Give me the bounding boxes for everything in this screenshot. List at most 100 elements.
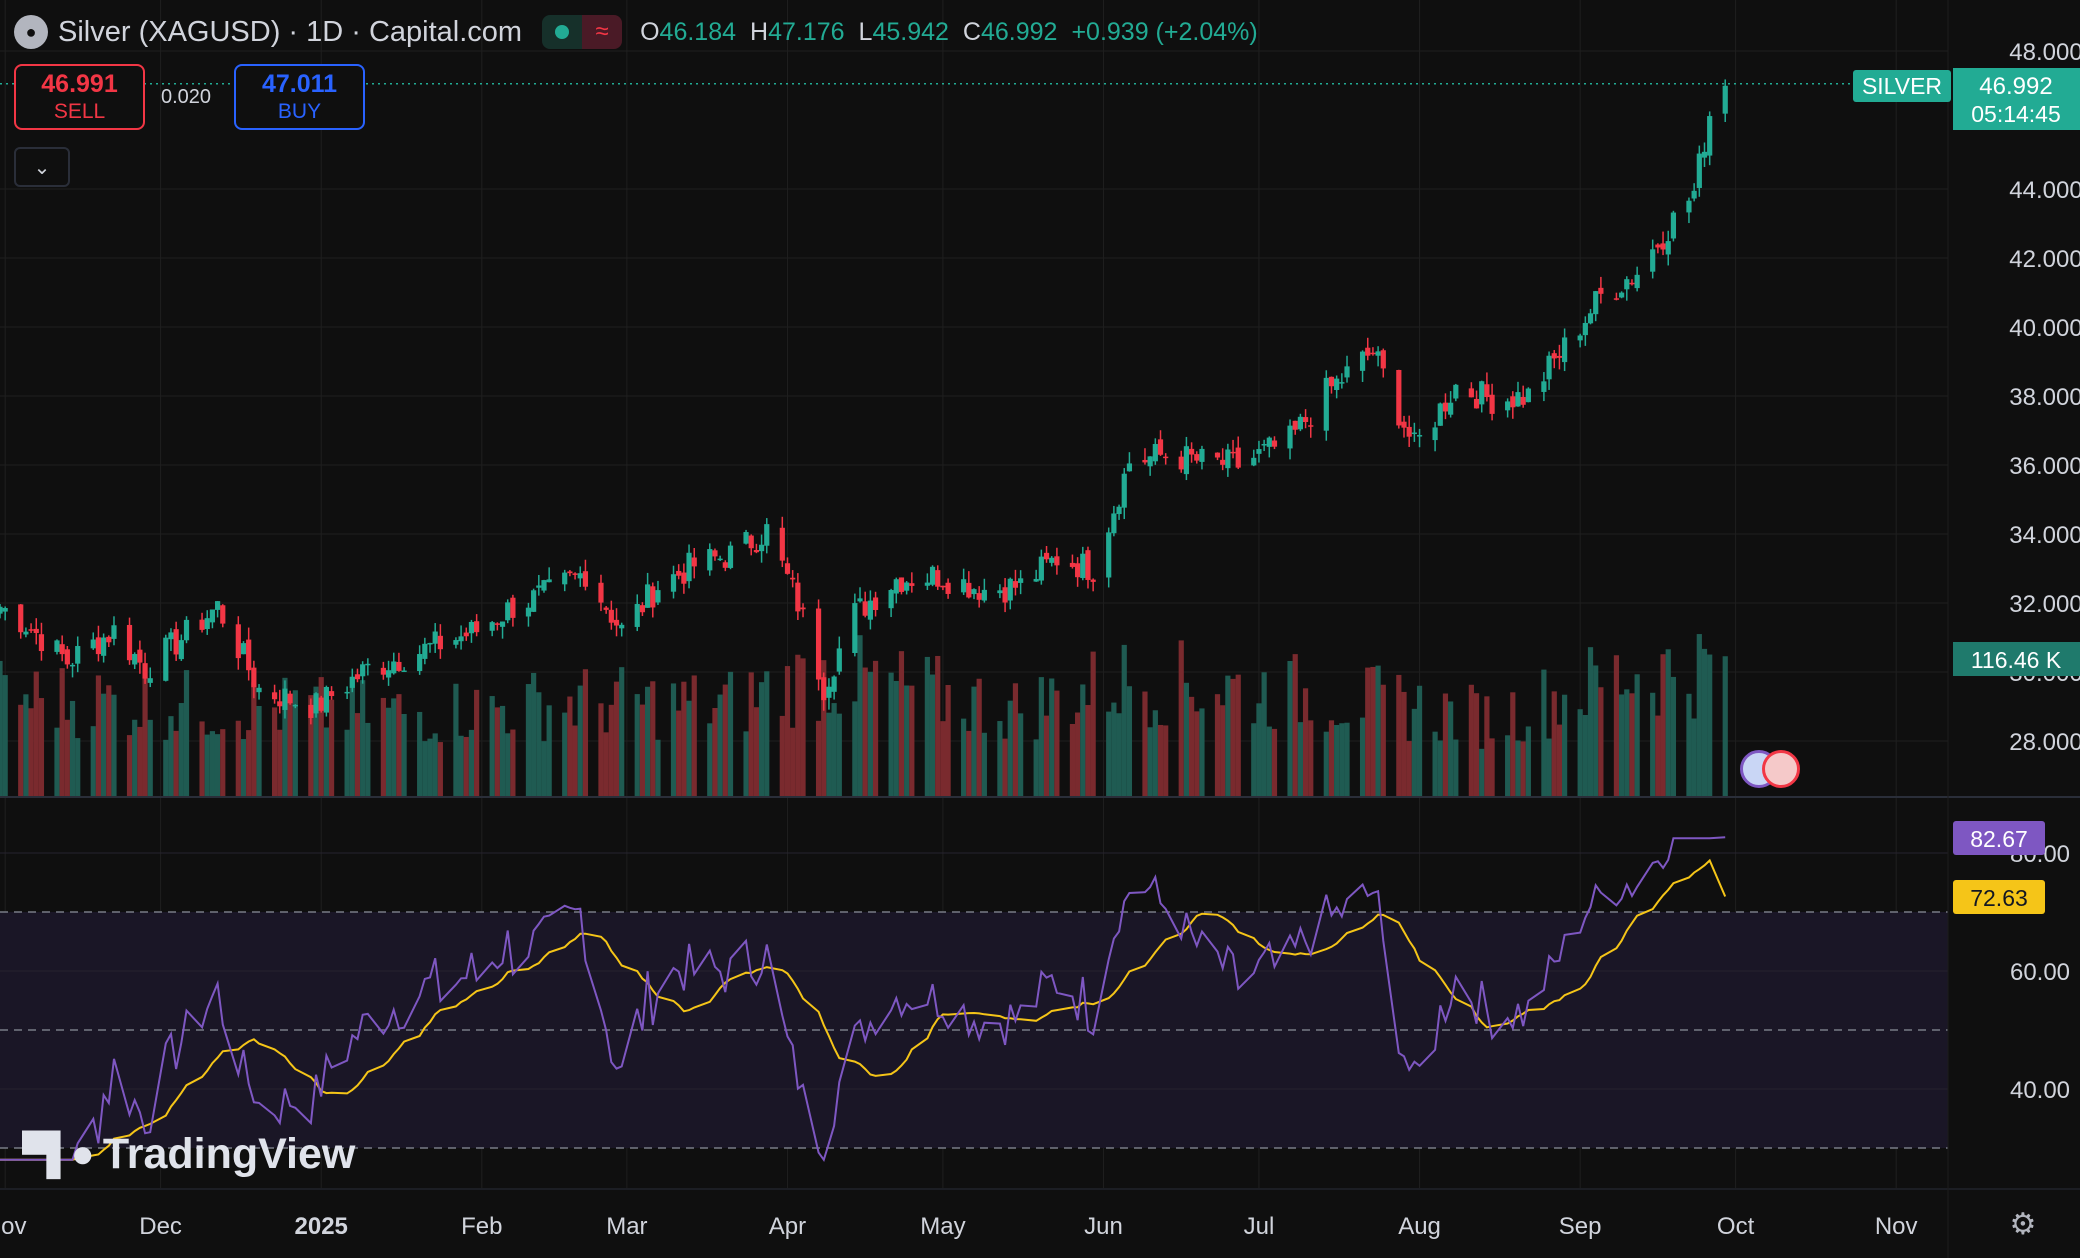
candle-body bbox=[147, 678, 153, 683]
volume-bar bbox=[1054, 690, 1060, 796]
candle-body bbox=[453, 640, 459, 645]
volume-bar bbox=[271, 707, 278, 796]
candle-body bbox=[1396, 369, 1402, 426]
volume-bar bbox=[1375, 665, 1381, 796]
tradingview-watermark[interactable]: ▀▌● TradingView bbox=[22, 1130, 355, 1179]
candle-body bbox=[1069, 562, 1076, 567]
candle-body bbox=[1375, 351, 1381, 356]
volume-bar bbox=[251, 682, 257, 796]
volume-bar bbox=[971, 686, 977, 796]
candle-body bbox=[1701, 151, 1708, 158]
candle-body bbox=[360, 664, 366, 677]
candle-body bbox=[1722, 85, 1728, 114]
volume-bar bbox=[836, 713, 842, 796]
time-tick-label: May bbox=[920, 1213, 965, 1240]
volume-bar bbox=[453, 683, 459, 796]
candle-body bbox=[717, 558, 723, 561]
sell-price: 46.991 bbox=[41, 70, 118, 98]
volume-bar bbox=[655, 739, 661, 796]
candle-body bbox=[1334, 378, 1340, 390]
candle-body bbox=[1054, 556, 1060, 566]
volume-bar bbox=[1147, 727, 1153, 796]
sell-button[interactable]: 46.991 SELL bbox=[14, 64, 145, 130]
volume-bar bbox=[1593, 665, 1599, 796]
volume-bar bbox=[1121, 644, 1127, 796]
economic-events-icon[interactable] bbox=[1740, 750, 1804, 790]
volume-bar bbox=[1722, 656, 1728, 796]
candle-body bbox=[1359, 351, 1366, 371]
collapse-toggle-button[interactable]: ⌄ bbox=[14, 147, 70, 187]
candle-body bbox=[380, 667, 386, 675]
volume-bar bbox=[867, 671, 873, 796]
volume-bar bbox=[598, 703, 604, 796]
candle-body bbox=[1442, 402, 1449, 412]
candle-body bbox=[1707, 116, 1713, 156]
volume-bar bbox=[1220, 705, 1226, 796]
rsi-lines bbox=[0, 836, 1727, 1163]
gear-icon[interactable]: ⚙ bbox=[2009, 1208, 2037, 1241]
volume-bar bbox=[1473, 693, 1480, 796]
volume-bar bbox=[929, 674, 936, 796]
candle-body bbox=[727, 545, 734, 568]
candle-body bbox=[1696, 153, 1702, 188]
price-tick-label: 40.000 bbox=[2009, 315, 2080, 342]
volume-bar bbox=[1634, 674, 1640, 796]
candle-body bbox=[1043, 552, 1050, 560]
candle-body bbox=[1308, 425, 1314, 427]
candle-body bbox=[277, 701, 283, 707]
candle-body bbox=[976, 593, 982, 600]
volume-bar bbox=[1075, 712, 1081, 796]
volume-bar bbox=[349, 677, 355, 796]
candle-body bbox=[220, 605, 226, 624]
candle-body bbox=[821, 677, 827, 701]
candle-body bbox=[929, 566, 936, 585]
volume-bar bbox=[795, 654, 801, 796]
volume-bar bbox=[209, 731, 216, 796]
candle-body bbox=[323, 686, 329, 713]
volume-bar bbox=[328, 699, 335, 796]
candle-body bbox=[458, 636, 464, 642]
price-axis-ticks: 48.000 44.000 42.000 40.000 38.000 36.000 34.0… bbox=[2009, 39, 2080, 756]
volume-bar bbox=[1111, 702, 1117, 796]
volume-bar bbox=[417, 711, 423, 796]
candle-body bbox=[1292, 420, 1298, 430]
volume-bar bbox=[1308, 720, 1314, 796]
volume-bar bbox=[815, 720, 822, 796]
volume-bar bbox=[468, 729, 475, 796]
candle-body bbox=[1505, 401, 1511, 411]
candle-body bbox=[422, 643, 428, 659]
volume-bar bbox=[1271, 728, 1278, 796]
volume-bar bbox=[1235, 674, 1241, 796]
candle-body bbox=[619, 624, 625, 629]
candle-body bbox=[707, 549, 713, 571]
market-open-dot-icon bbox=[542, 15, 583, 49]
volume-bar bbox=[437, 742, 443, 796]
candle-body bbox=[183, 619, 190, 641]
volume-bar bbox=[463, 736, 469, 796]
time-tick-label: Aug bbox=[1398, 1213, 1441, 1240]
volume-bar bbox=[567, 696, 573, 796]
silver-coin-icon: ● bbox=[14, 15, 48, 49]
candle-body bbox=[800, 607, 806, 610]
candle-body bbox=[1473, 398, 1480, 409]
candle-body bbox=[567, 571, 573, 574]
candle-body bbox=[1541, 381, 1547, 392]
market-status-pill[interactable]: ≈ bbox=[542, 15, 623, 49]
candle-body bbox=[391, 661, 397, 674]
buy-button[interactable]: 47.011 BUY bbox=[234, 64, 365, 130]
candle-body bbox=[1686, 200, 1692, 213]
volume-bar bbox=[976, 678, 982, 796]
volume-bar bbox=[23, 694, 29, 796]
volume-bar bbox=[1251, 723, 1257, 796]
volume-bar bbox=[1033, 739, 1039, 796]
candle-body bbox=[577, 573, 583, 579]
candle-body bbox=[779, 527, 785, 561]
candle-body bbox=[308, 704, 314, 718]
candle-body bbox=[463, 632, 469, 637]
volume-bar bbox=[727, 671, 734, 796]
symbol-title[interactable]: Silver (XAGUSD) · 1D · Capital.com bbox=[58, 15, 523, 48]
candle-body bbox=[1655, 244, 1661, 248]
